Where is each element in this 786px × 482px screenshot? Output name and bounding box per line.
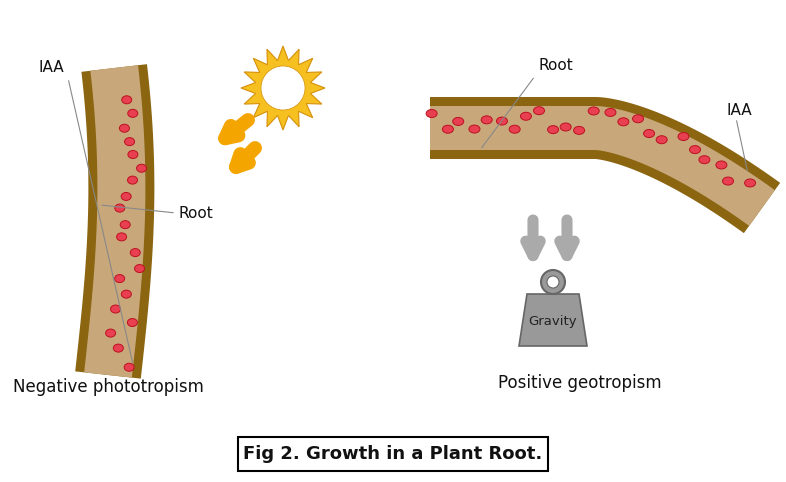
Ellipse shape bbox=[127, 176, 138, 184]
Ellipse shape bbox=[120, 221, 130, 228]
Ellipse shape bbox=[113, 344, 123, 352]
Ellipse shape bbox=[124, 138, 134, 146]
FancyBboxPatch shape bbox=[238, 437, 548, 471]
Ellipse shape bbox=[605, 108, 616, 117]
Ellipse shape bbox=[105, 329, 116, 337]
Ellipse shape bbox=[689, 146, 700, 154]
Ellipse shape bbox=[497, 117, 508, 125]
Polygon shape bbox=[84, 65, 145, 377]
Ellipse shape bbox=[121, 192, 131, 201]
Ellipse shape bbox=[722, 177, 733, 185]
Text: Negative phototropism: Negative phototropism bbox=[13, 378, 204, 396]
Ellipse shape bbox=[130, 249, 140, 256]
Ellipse shape bbox=[127, 319, 138, 326]
Circle shape bbox=[541, 270, 565, 294]
Ellipse shape bbox=[116, 233, 127, 241]
Ellipse shape bbox=[574, 126, 585, 134]
Ellipse shape bbox=[678, 133, 689, 141]
Polygon shape bbox=[241, 46, 325, 130]
Ellipse shape bbox=[509, 125, 520, 133]
Ellipse shape bbox=[699, 156, 710, 164]
Text: Positive geotropism: Positive geotropism bbox=[498, 374, 662, 392]
Ellipse shape bbox=[588, 107, 599, 115]
Polygon shape bbox=[75, 64, 154, 379]
Ellipse shape bbox=[137, 164, 146, 172]
Ellipse shape bbox=[481, 116, 492, 124]
Ellipse shape bbox=[644, 130, 655, 137]
Text: IAA: IAA bbox=[38, 60, 64, 75]
Polygon shape bbox=[430, 106, 775, 226]
Ellipse shape bbox=[134, 265, 145, 272]
Ellipse shape bbox=[122, 96, 132, 104]
Ellipse shape bbox=[119, 124, 130, 132]
Polygon shape bbox=[430, 97, 780, 233]
Ellipse shape bbox=[560, 123, 571, 131]
Ellipse shape bbox=[716, 161, 727, 169]
Ellipse shape bbox=[453, 118, 464, 125]
Ellipse shape bbox=[469, 125, 480, 133]
Ellipse shape bbox=[548, 126, 559, 134]
Circle shape bbox=[547, 276, 559, 288]
Circle shape bbox=[261, 66, 305, 110]
Ellipse shape bbox=[520, 112, 531, 120]
Polygon shape bbox=[519, 294, 587, 346]
Ellipse shape bbox=[534, 107, 545, 115]
Ellipse shape bbox=[618, 118, 629, 126]
Ellipse shape bbox=[633, 115, 644, 123]
Ellipse shape bbox=[128, 109, 138, 117]
Text: Root: Root bbox=[178, 206, 213, 221]
Ellipse shape bbox=[656, 136, 667, 144]
Ellipse shape bbox=[124, 363, 134, 371]
Ellipse shape bbox=[121, 290, 131, 298]
Ellipse shape bbox=[111, 305, 120, 313]
Text: IAA: IAA bbox=[726, 103, 751, 118]
Text: Root: Root bbox=[538, 58, 573, 73]
Ellipse shape bbox=[115, 275, 125, 282]
Ellipse shape bbox=[128, 150, 138, 159]
Ellipse shape bbox=[744, 179, 755, 187]
Text: Gravity: Gravity bbox=[529, 316, 577, 329]
Ellipse shape bbox=[115, 204, 125, 212]
Text: Fig 2. Growth in a Plant Root.: Fig 2. Growth in a Plant Root. bbox=[244, 445, 542, 463]
Ellipse shape bbox=[426, 109, 437, 118]
Ellipse shape bbox=[443, 125, 454, 133]
